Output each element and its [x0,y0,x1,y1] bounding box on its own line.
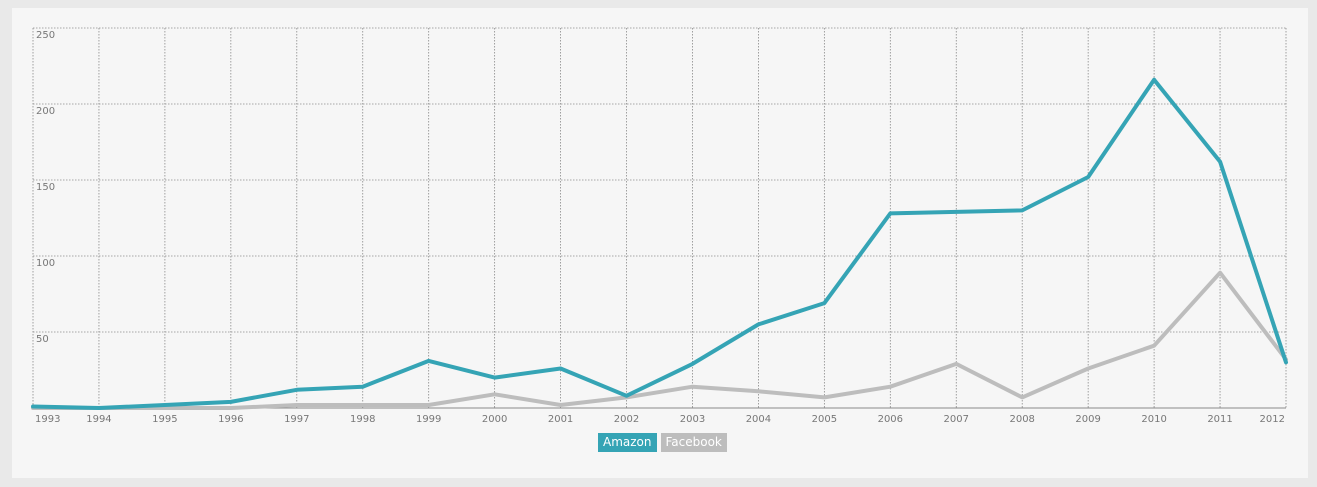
series-line-amazon [31,77,1288,410]
y-tick-label: 250 [36,30,55,41]
x-tick-label: 2008 [1009,414,1034,425]
y-tick-label: 200 [36,106,55,117]
chart-panel: 250 200 150 100 50 1993 1994 1995 1996 1997 1998 1… [12,8,1308,478]
x-tick-label: 1995 [152,414,177,425]
legend-item-facebook[interactable]: Facebook [660,433,727,452]
series-line-facebook [31,270,1288,410]
x-tick-label: 2004 [746,414,771,425]
x-tick-label: 2005 [812,414,837,425]
x-tick-label: 2012 [1260,414,1285,425]
x-tick-label: 2002 [614,414,639,425]
y-tick-label: 150 [36,182,55,193]
y-tick-labels: 250 200 150 100 50 [36,30,55,345]
x-tick-label: 2009 [1075,414,1100,425]
series-lines [31,77,1288,410]
x-tick-label: 1998 [350,414,375,425]
x-tick-label: 1994 [86,414,111,425]
legend-item-amazon[interactable]: Amazon [598,433,657,452]
x-tick-label: 2006 [878,414,903,425]
x-tick-labels: 1993 1994 1995 1996 1997 1998 1999 2000 2001 2002… [35,414,1285,425]
x-tick-label: 2007 [944,414,969,425]
x-tick-label: 2000 [482,414,507,425]
legend: Amazon Facebook [598,433,727,452]
y-tick-label: 100 [36,258,55,269]
x-tick-label: 2001 [548,414,573,425]
x-tick-label: 2010 [1141,414,1166,425]
x-tick-label: 1996 [218,414,243,425]
x-tick-label: 2011 [1207,414,1232,425]
x-tick-label: 1999 [416,414,441,425]
x-tick-label: 1997 [284,414,309,425]
y-tick-label: 50 [36,334,49,345]
gridlines [32,27,1287,409]
x-tick-label: 2003 [680,414,705,425]
x-tick-label: 1993 [35,414,60,425]
